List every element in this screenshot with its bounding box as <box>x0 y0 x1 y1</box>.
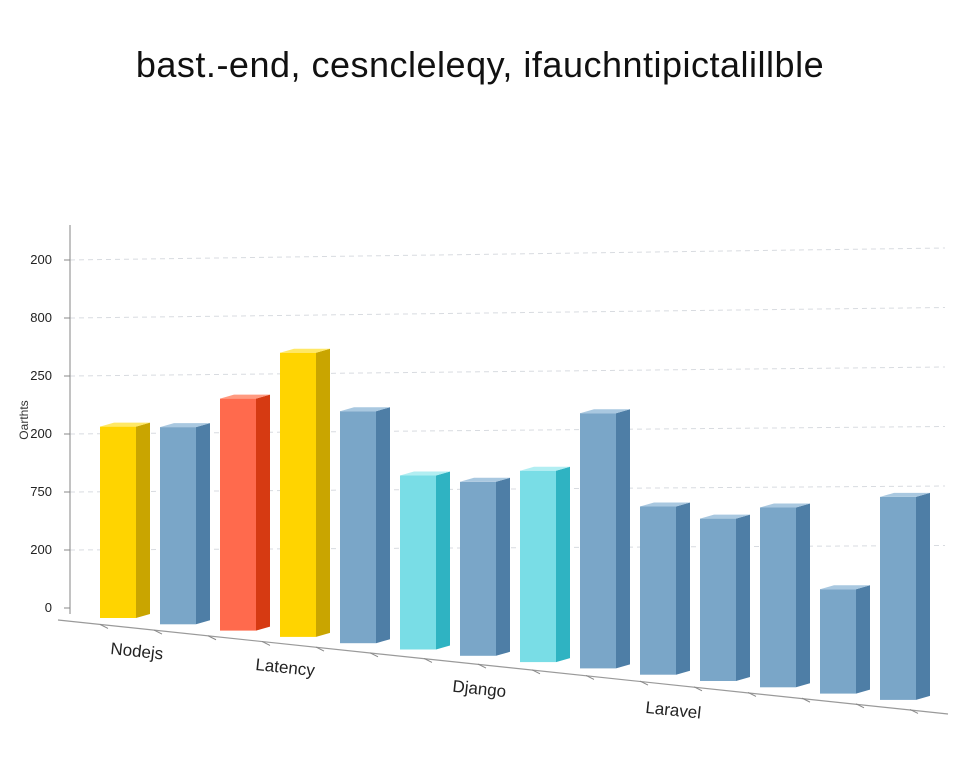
bar-front <box>220 398 256 631</box>
x-tick <box>801 697 811 703</box>
bar <box>700 514 750 681</box>
y-tick-label: 200 <box>30 426 52 441</box>
bar-front <box>760 507 796 688</box>
bar-side <box>136 422 150 618</box>
bar-top <box>520 466 570 471</box>
bar <box>640 502 690 675</box>
bar <box>520 466 570 663</box>
bar-top <box>100 422 150 427</box>
bar-side <box>856 585 870 694</box>
bar-side <box>916 492 930 700</box>
bar-top <box>880 492 930 497</box>
bar-front <box>280 352 316 637</box>
x-tick <box>585 674 595 680</box>
bar-side <box>376 407 390 644</box>
x-category-label: Nodejs <box>110 639 165 663</box>
bar-top <box>400 471 450 476</box>
bar-side <box>616 409 630 669</box>
bar <box>160 423 210 625</box>
x-tick <box>531 669 541 675</box>
y-axis-title: Oarthts <box>17 400 31 439</box>
bar-front <box>640 506 676 675</box>
bar <box>880 492 930 700</box>
bar <box>100 422 150 618</box>
x-tick <box>909 709 919 714</box>
bar <box>760 503 810 688</box>
gridline <box>69 485 946 493</box>
bar-front <box>460 481 496 656</box>
bar-front <box>100 426 136 618</box>
bar-side <box>736 514 750 681</box>
bar-side <box>796 503 810 688</box>
bar-front <box>340 411 376 644</box>
x-tick <box>153 629 163 635</box>
bar-side <box>556 466 570 663</box>
bar-side <box>496 477 510 656</box>
bar <box>400 471 450 650</box>
y-tick-label: 250 <box>30 368 52 383</box>
bar-top <box>280 348 330 353</box>
bar <box>340 407 390 644</box>
gridline <box>69 247 946 261</box>
bar-top <box>820 585 870 590</box>
bar-front <box>700 518 736 681</box>
x-tick <box>747 692 757 697</box>
x-tick <box>423 657 433 663</box>
y-tick-label: 0 <box>45 600 52 615</box>
bar-top <box>340 407 390 412</box>
bar-side <box>436 471 450 650</box>
bar-front <box>400 475 436 650</box>
bar-front <box>880 496 916 700</box>
bar-top <box>460 477 510 482</box>
bar-top <box>160 423 210 428</box>
x-tick <box>693 686 703 692</box>
y-tick-label: 750 <box>30 484 52 499</box>
x-tick <box>855 703 865 709</box>
gridline <box>69 366 946 377</box>
bar-top <box>700 514 750 519</box>
gridline <box>69 426 946 435</box>
bar <box>580 409 630 669</box>
x-tick <box>261 640 271 646</box>
x-category-label: Latency <box>255 655 317 680</box>
x-tick <box>477 663 487 669</box>
bar-front <box>520 470 556 663</box>
x-tick <box>369 652 379 658</box>
x-tick <box>639 680 649 686</box>
x-tick <box>315 646 325 652</box>
bar-side <box>256 394 270 631</box>
bar-side <box>316 348 330 637</box>
chart-title: bast.-end, cesncleleqy, ifauchntipictali… <box>135 44 825 85</box>
bar-front <box>160 427 196 625</box>
bar-top <box>640 502 690 507</box>
bar-side <box>196 423 210 625</box>
y-tick-label: 800 <box>30 310 52 325</box>
bar-front <box>820 589 856 694</box>
bar-top <box>220 394 270 399</box>
y-tick-label: 200 <box>30 542 52 557</box>
x-axis-line <box>57 619 949 715</box>
bar <box>460 477 510 656</box>
x-category-label: Django <box>452 677 508 702</box>
bar <box>280 348 330 637</box>
bar <box>820 585 870 694</box>
bar-side <box>676 502 690 675</box>
bar-top <box>580 409 630 414</box>
x-tick <box>207 635 217 641</box>
y-tick-label: 200 <box>30 252 52 267</box>
x-tick <box>99 623 109 629</box>
bar-front <box>580 413 616 669</box>
bar <box>220 394 270 631</box>
x-category-label: Laravel <box>645 698 702 723</box>
gridline <box>69 307 946 319</box>
bar-top <box>760 503 810 508</box>
